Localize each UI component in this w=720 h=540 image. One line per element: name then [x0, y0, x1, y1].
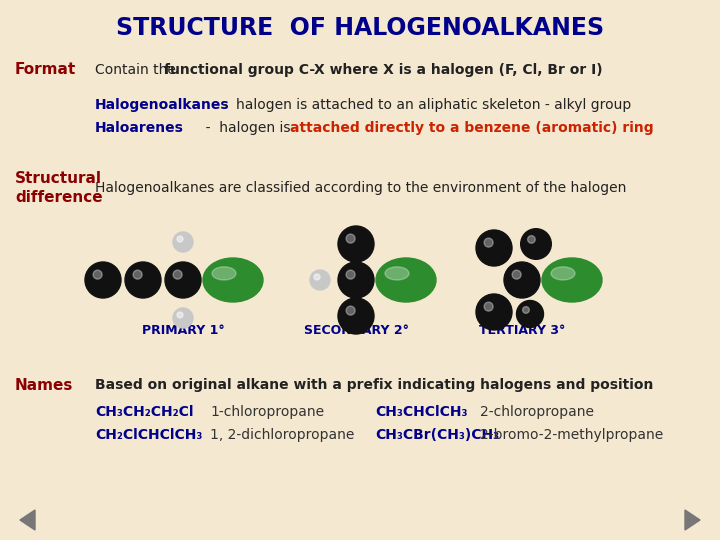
Circle shape [512, 270, 521, 279]
Text: CH₃CBr(CH₃)CH₃: CH₃CBr(CH₃)CH₃ [375, 428, 499, 442]
Circle shape [528, 235, 535, 243]
Polygon shape [20, 510, 35, 530]
Circle shape [125, 262, 161, 298]
Text: Structural
difference: Structural difference [15, 171, 103, 205]
Circle shape [173, 232, 193, 252]
Text: CH₂ClCHClCH₃: CH₂ClCHClCH₃ [95, 428, 202, 442]
Circle shape [85, 262, 121, 298]
Text: CH₃CH₂CH₂Cl: CH₃CH₂CH₂Cl [95, 405, 194, 419]
Circle shape [133, 270, 142, 279]
Circle shape [346, 306, 355, 315]
Circle shape [346, 270, 355, 279]
Circle shape [314, 274, 320, 280]
Text: Format: Format [15, 63, 76, 78]
Ellipse shape [542, 258, 602, 302]
Text: CH₃CHClCH₃: CH₃CHClCH₃ [375, 405, 467, 419]
Text: .: . [648, 378, 653, 392]
Circle shape [476, 230, 512, 266]
Circle shape [173, 308, 193, 328]
Text: PRIMARY 1°: PRIMARY 1° [142, 323, 225, 336]
Circle shape [338, 262, 374, 298]
Ellipse shape [212, 267, 236, 280]
Text: TERTIARY 3°: TERTIARY 3° [479, 323, 565, 336]
Circle shape [177, 312, 183, 318]
Text: 2-bromo-2-methylpropane: 2-bromo-2-methylpropane [480, 428, 663, 442]
Circle shape [346, 234, 355, 243]
Circle shape [338, 226, 374, 262]
Circle shape [476, 294, 512, 330]
Text: functional group C-X where X is a halogen (F, Cl, Br or I): functional group C-X where X is a haloge… [164, 63, 603, 77]
Text: -  halogen is: - halogen is [175, 121, 295, 135]
Circle shape [173, 270, 182, 279]
Text: Contain the: Contain the [95, 63, 180, 77]
Text: Haloarenes: Haloarenes [95, 121, 184, 135]
Circle shape [310, 270, 330, 290]
Ellipse shape [551, 267, 575, 280]
Text: Halogenoalkanes: Halogenoalkanes [95, 98, 230, 112]
Circle shape [484, 302, 493, 311]
Circle shape [177, 236, 183, 242]
Text: SECONDARY 2°: SECONDARY 2° [304, 323, 408, 336]
Text: Based on original alkane with a prefix indicating halogens and position: Based on original alkane with a prefix i… [95, 378, 653, 392]
Circle shape [338, 298, 374, 334]
Ellipse shape [203, 258, 263, 302]
Text: 1-chloropropane: 1-chloropropane [210, 405, 324, 419]
Circle shape [504, 262, 540, 298]
Polygon shape [685, 510, 700, 530]
Text: STRUCTURE  OF HALOGENOALKANES: STRUCTURE OF HALOGENOALKANES [116, 16, 604, 40]
Text: 1, 2-dichloropropane: 1, 2-dichloropropane [210, 428, 354, 442]
Text: -  halogen is attached to an aliphatic skeleton - alkyl group: - halogen is attached to an aliphatic sk… [218, 98, 631, 112]
Circle shape [523, 307, 529, 313]
Circle shape [516, 300, 544, 327]
Ellipse shape [376, 258, 436, 302]
Circle shape [484, 238, 493, 247]
Ellipse shape [385, 267, 409, 280]
Circle shape [521, 229, 552, 259]
Text: Halogenoalkanes are classified according to the environment of the halogen: Halogenoalkanes are classified according… [95, 181, 626, 195]
Circle shape [93, 270, 102, 279]
Text: Names: Names [15, 377, 73, 393]
Text: 2-chloropropane: 2-chloropropane [480, 405, 594, 419]
Text: attached directly to a benzene (aromatic) ring: attached directly to a benzene (aromatic… [290, 121, 654, 135]
Circle shape [165, 262, 201, 298]
